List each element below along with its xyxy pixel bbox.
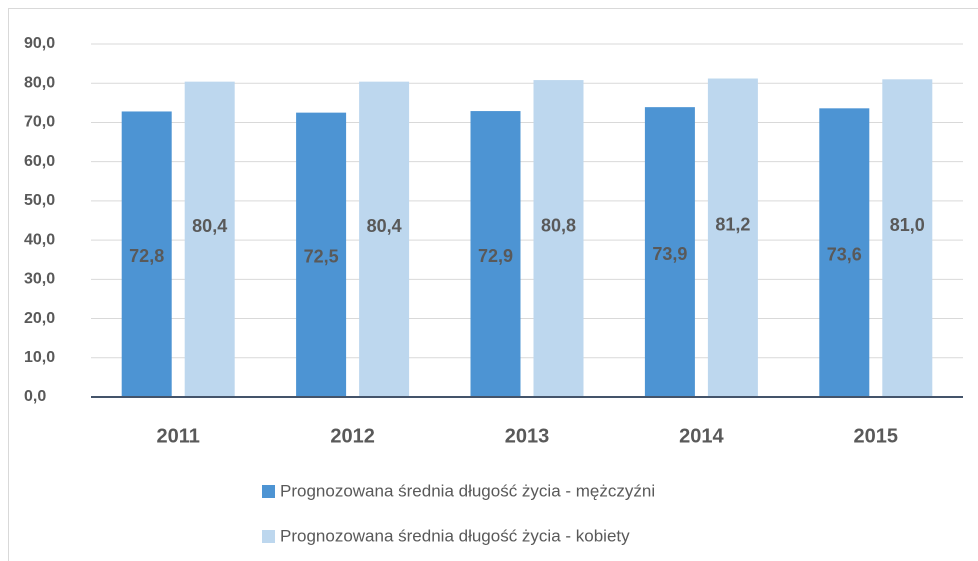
bar [882,79,933,398]
y-tick-label: 40,0 [24,231,55,248]
bar [707,78,758,397]
y-tick-label: 20,0 [24,310,55,327]
x-tick-label: 2015 [854,425,899,447]
value-label: 73,9 [652,244,687,264]
y-tick-label: 70,0 [24,114,55,131]
x-tick-label: 2012 [330,425,375,447]
x-tick-label: 2011 [157,425,200,447]
y-tick-label: 80,0 [24,74,55,91]
legend-label: Prognozowana średnia długość życia - męż… [280,481,655,500]
x-tick-label: 2013 [505,425,550,447]
legend-swatch [262,485,275,498]
y-tick-label: 0,0 [24,388,46,405]
legend-label: Prognozowana średnia długość życia - kob… [280,526,630,545]
bar [470,111,521,397]
bar [184,81,235,398]
bar [296,112,347,397]
bar [533,80,584,397]
value-label: 80,4 [192,216,227,236]
value-label: 73,6 [827,244,862,264]
y-tick-label: 30,0 [24,271,55,288]
legend-swatch [262,530,275,543]
bar [644,107,695,398]
y-tick-label: 10,0 [24,349,55,366]
y-tick-label: 90,0 [24,35,55,52]
y-tick-label: 60,0 [24,153,55,170]
value-label: 80,4 [367,216,402,236]
value-label: 72,9 [478,246,513,266]
value-label: 81,2 [715,215,750,235]
value-label: 81,0 [890,215,925,235]
y-tick-label: 50,0 [24,192,55,209]
value-label: 72,8 [129,246,164,266]
x-tick-label: 2014 [679,425,724,447]
bar [121,111,172,397]
value-label: 80,8 [541,215,576,235]
value-label: 72,5 [304,247,339,267]
bar [819,108,870,397]
bar [359,81,410,398]
